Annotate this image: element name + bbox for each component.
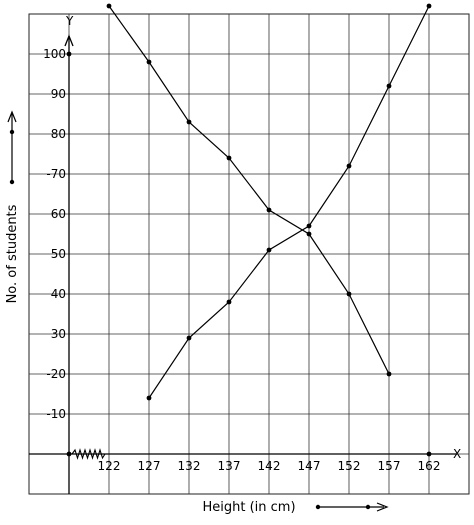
x-tick-label: 122 [98, 459, 121, 473]
x-tick-label: 162 [418, 459, 441, 473]
direction-arrows [7, 110, 389, 512]
axis-point [66, 51, 72, 57]
x-tick-label: 152 [338, 459, 361, 473]
series-line-2 [108, 5, 390, 375]
y-axis-letter: Y [65, 14, 74, 28]
axis-point [66, 451, 72, 457]
y-axis-arrowhead [64, 34, 74, 47]
axes [29, 34, 457, 494]
y-tick-label: 40 [51, 287, 66, 301]
x-tick-label: 157 [378, 459, 401, 473]
x-direction-arrowhead [376, 502, 389, 512]
y-direction-dot [9, 179, 15, 185]
x-tick-label: 147 [298, 459, 321, 473]
data-point [106, 3, 112, 9]
y-tick-label: 30 [51, 327, 66, 341]
y-tick-label: 90 [51, 87, 66, 101]
data-point [186, 119, 192, 125]
x-tick-label: 142 [258, 459, 281, 473]
data-point [306, 223, 312, 229]
x-tick-label: 137 [218, 459, 241, 473]
y-direction-arrowhead [7, 110, 17, 123]
data-point [186, 335, 192, 341]
series-lines [66, 3, 432, 457]
y-direction-dot [9, 129, 15, 135]
y-axis-title: No. of students [5, 204, 20, 303]
data-point [226, 299, 232, 305]
axis-titles: Height (in cm) No. of students X Y [5, 14, 461, 515]
y-tick-label: 50 [51, 247, 66, 261]
data-point [146, 395, 152, 401]
x-axis-break-zigzag [71, 448, 106, 460]
data-point [306, 231, 312, 237]
x-direction-dot [365, 504, 371, 510]
y-tick-label: 100 [43, 47, 66, 61]
data-point [266, 207, 272, 213]
data-point [386, 83, 392, 89]
series-line-1 [148, 5, 430, 399]
data-point [146, 59, 152, 65]
y-tick-label: -20 [46, 367, 66, 381]
x-axis-title: Height (in cm) [202, 500, 295, 515]
x-axis-letter: X [453, 447, 461, 461]
y-tick-label: 80 [51, 127, 66, 141]
tick-labels: 122 127 132 137 142 147 152 157 162 -10 -20 30 40 50 6… [43, 47, 440, 473]
data-point [346, 163, 352, 169]
y-tick-label: -70 [46, 167, 66, 181]
data-point [426, 3, 432, 9]
data-point [346, 291, 352, 297]
x-direction-dot [315, 504, 321, 510]
axis-point [426, 451, 432, 457]
data-point [266, 247, 272, 253]
y-tick-label: -10 [46, 407, 66, 421]
data-point [386, 371, 392, 377]
x-tick-label: 127 [138, 459, 161, 473]
data-point [226, 155, 232, 161]
x-tick-label: 132 [178, 459, 201, 473]
grid [28, 13, 470, 495]
y-tick-label: 60 [51, 207, 66, 221]
